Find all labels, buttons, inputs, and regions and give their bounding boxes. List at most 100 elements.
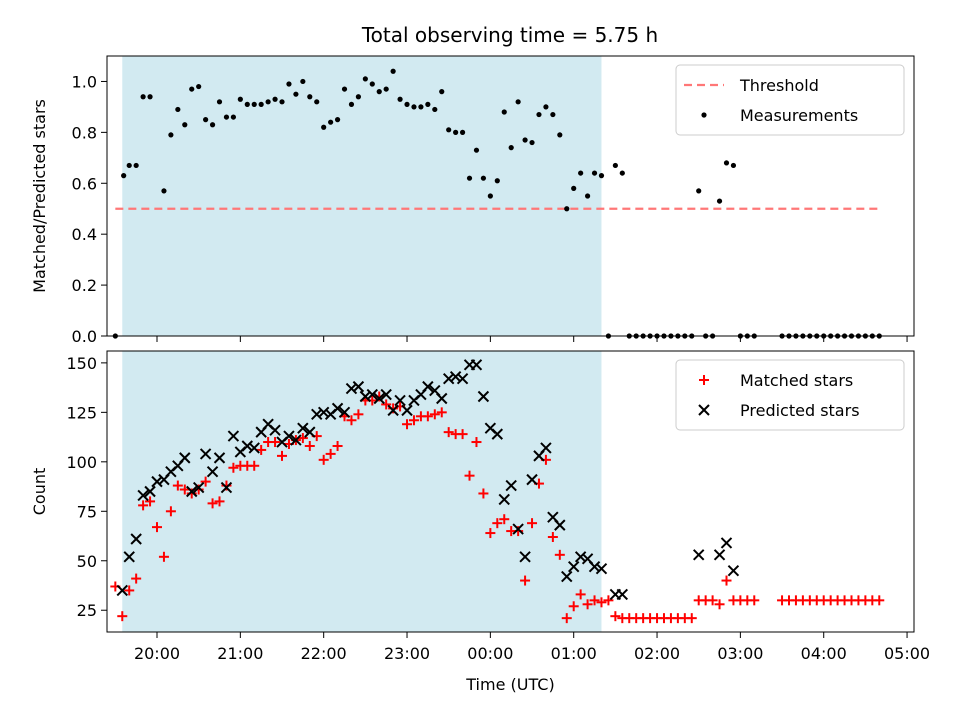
measurement-point bbox=[279, 99, 285, 105]
observing-window-band bbox=[122, 56, 602, 336]
predicted-stars-point bbox=[498, 493, 510, 506]
measurement-point bbox=[466, 175, 473, 181]
measurement-point bbox=[515, 99, 521, 105]
x-tick-label: 21:00 bbox=[217, 644, 263, 663]
matched-stars-point bbox=[527, 518, 538, 529]
predicted-stars-point bbox=[422, 380, 434, 393]
matched-stars-point bbox=[554, 549, 565, 560]
predicted-stars-point-b bbox=[311, 408, 323, 421]
predicted-stars-point-b bbox=[567, 560, 580, 573]
predicted-stars-point bbox=[595, 562, 608, 575]
predicted-stars-point-b bbox=[540, 442, 552, 454]
predicted-stars-point bbox=[720, 537, 733, 549]
matched-stars-point bbox=[152, 522, 163, 533]
predicted-stars-point bbox=[179, 452, 191, 464]
predicted-stars-point bbox=[345, 382, 358, 395]
measurement-point bbox=[272, 96, 278, 102]
predicted-stars-point-b bbox=[477, 390, 490, 403]
matched-stars-point bbox=[297, 433, 308, 444]
measurement-point bbox=[571, 185, 577, 191]
y-axis-label: Matched/Predicted stars bbox=[30, 99, 49, 293]
measurement-point bbox=[397, 96, 403, 102]
ratio-panel: 0.0 0.2 0.4 0.6 0.8 1.0 Matched/Predicted star… bbox=[30, 55, 915, 346]
predicted-stars-point bbox=[227, 430, 240, 442]
matched-stars-point bbox=[568, 601, 579, 612]
predicted-stars-point-b bbox=[442, 372, 455, 385]
predicted-stars-point-b bbox=[352, 380, 365, 393]
predicted-stars-point bbox=[269, 424, 281, 436]
matched-stars-point bbox=[408, 415, 419, 426]
predicted-stars-point-b bbox=[484, 422, 497, 434]
predicted-stars-point-b bbox=[449, 371, 462, 383]
measurement-point bbox=[182, 122, 188, 128]
matched-stars-point bbox=[464, 470, 475, 481]
predicted-stars-point-b bbox=[359, 390, 372, 403]
predicted-stars-point bbox=[220, 481, 233, 494]
legend-entry-label: Measurements bbox=[740, 106, 858, 125]
predicted-stars-point-b bbox=[283, 430, 295, 442]
measurement-point bbox=[550, 111, 556, 118]
matched-stars-point bbox=[422, 411, 433, 422]
measurement-point bbox=[716, 198, 723, 204]
x-tick-label: 04:00 bbox=[801, 644, 847, 663]
predicted-stars-point bbox=[442, 372, 455, 385]
predicted-stars-point-b bbox=[269, 424, 281, 436]
predicted-stars-point bbox=[290, 434, 302, 446]
predicted-stars-point-b bbox=[616, 588, 629, 601]
y-tick-label: 0.8 bbox=[72, 123, 97, 142]
predicted-stars-point bbox=[123, 551, 135, 563]
y-tick-label: 75 bbox=[77, 502, 97, 521]
matched-stars-point bbox=[603, 595, 614, 606]
matched-stars-point bbox=[117, 611, 128, 622]
y-tick-label: 0.2 bbox=[72, 276, 97, 295]
measurement-point bbox=[612, 162, 618, 169]
measurement-point bbox=[425, 101, 431, 107]
predicted-stars-point-b bbox=[144, 485, 156, 498]
measurement-point bbox=[723, 160, 730, 166]
x-tick-label: 03:00 bbox=[717, 644, 763, 663]
legend-measurement-swatch bbox=[701, 112, 707, 118]
predicted-stars-point-b bbox=[429, 384, 441, 397]
predicted-stars-point-b bbox=[317, 406, 330, 419]
matched-stars-point bbox=[249, 460, 260, 471]
predicted-stars-point bbox=[505, 479, 517, 492]
predicted-stars-point-b bbox=[526, 473, 538, 486]
measurement-point bbox=[501, 109, 507, 115]
predicted-stars-point bbox=[130, 533, 142, 545]
matched-stars-point bbox=[277, 450, 288, 461]
matched-stars-point bbox=[207, 498, 218, 509]
matched-stars-point bbox=[256, 444, 267, 455]
y-tick-label: 0.4 bbox=[72, 225, 97, 244]
predicted-stars-point-b bbox=[213, 452, 226, 464]
measurement-point bbox=[529, 139, 535, 146]
predicted-stars-point-b bbox=[220, 481, 233, 494]
predicted-stars-point bbox=[554, 519, 566, 531]
matched-stars-point bbox=[325, 448, 336, 459]
measurement-point bbox=[459, 129, 466, 135]
predicted-stars-point-b bbox=[505, 479, 517, 492]
measurement-point bbox=[584, 193, 591, 199]
measurement-point bbox=[175, 106, 181, 113]
y-tick-label: 100 bbox=[66, 453, 97, 472]
count-panel: 25 50 75 100 125 150 20:00 21:00 22:00 23:00 00:00… bbox=[30, 350, 930, 694]
measurement-point bbox=[341, 86, 348, 92]
measurement-point bbox=[730, 162, 737, 169]
matched-stars-point bbox=[332, 440, 343, 451]
measurement-point bbox=[439, 89, 445, 95]
measurement-point bbox=[209, 122, 216, 128]
predicted-stars-point-b bbox=[588, 560, 601, 573]
measurement-point bbox=[216, 99, 223, 105]
predicted-stars-point bbox=[616, 588, 629, 601]
matched-stars-point bbox=[172, 480, 183, 491]
matched-stars-point bbox=[124, 585, 135, 596]
measurement-point bbox=[203, 117, 209, 123]
measurement-point bbox=[223, 114, 230, 120]
predicted-stars-point-b bbox=[554, 519, 566, 531]
predicted-stars-point bbox=[456, 372, 469, 385]
predicted-stars-point-b bbox=[304, 426, 316, 438]
predicted-stars-point-b bbox=[519, 551, 531, 563]
predicted-stars-point-b bbox=[227, 430, 240, 442]
predicted-stars-point-b bbox=[491, 428, 504, 440]
predicted-stars-point bbox=[304, 426, 316, 438]
